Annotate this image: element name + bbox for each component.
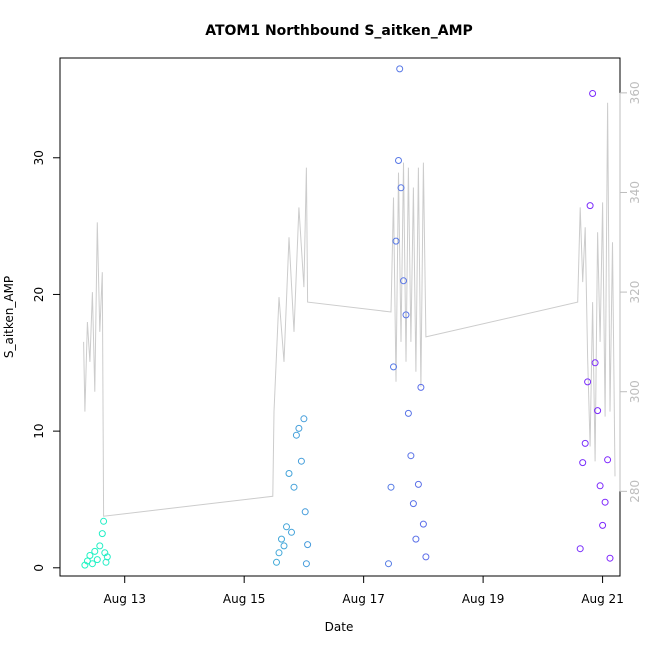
data-point xyxy=(591,359,599,367)
data-point xyxy=(86,552,94,559)
point-series xyxy=(81,65,614,569)
x-axis: Aug 13 Aug 15 Aug 17 Aug 19 Aug 21 xyxy=(103,575,624,606)
data-point xyxy=(283,523,290,531)
right-axis-line-path xyxy=(83,102,616,517)
plot-frame xyxy=(59,57,621,577)
x-tick-label: Aug 19 xyxy=(462,592,505,606)
right-tick-label: 280 xyxy=(628,480,642,503)
data-point xyxy=(273,558,280,566)
y-axis-label: S_aitken_AMP xyxy=(2,276,16,358)
data-point xyxy=(576,545,584,553)
data-point xyxy=(396,65,404,73)
data-point xyxy=(414,480,422,488)
x-axis-label: Date xyxy=(325,620,354,634)
data-point xyxy=(91,547,99,555)
y-tick-label: 0 xyxy=(32,564,46,572)
data-point xyxy=(594,407,602,415)
data-point xyxy=(295,424,303,432)
data-point xyxy=(404,409,412,417)
y-tick-label: 10 xyxy=(32,423,46,438)
data-point xyxy=(579,459,587,467)
data-point xyxy=(304,541,312,549)
data-point xyxy=(584,378,592,386)
data-point xyxy=(280,542,288,550)
data-point xyxy=(297,457,305,465)
chart-title: ATOM1 Northbound S_aitken_AMP xyxy=(205,23,473,39)
data-point xyxy=(412,535,420,543)
right-tick-label: 340 xyxy=(628,181,642,204)
y-tick-label: 30 xyxy=(32,150,46,165)
y-tick-label: 20 xyxy=(32,287,46,302)
y-axis: 0 10 20 30 xyxy=(32,150,61,572)
data-point xyxy=(275,549,283,557)
data-point xyxy=(599,521,607,529)
data-point xyxy=(601,498,609,506)
x-tick-label: Aug 13 xyxy=(103,592,146,606)
data-point xyxy=(288,528,295,536)
x-tick-label: Aug 21 xyxy=(581,592,624,606)
data-point xyxy=(290,483,298,491)
data-point xyxy=(422,553,430,561)
data-point xyxy=(407,452,415,460)
data-point xyxy=(100,517,108,525)
data-point xyxy=(400,277,407,285)
data-point xyxy=(103,553,111,561)
right-axis: 280 300 320 340 360 xyxy=(619,81,642,503)
right-tick-label: 360 xyxy=(628,81,642,104)
data-point xyxy=(419,520,427,528)
data-point xyxy=(409,500,417,508)
data-point xyxy=(390,363,397,371)
data-point xyxy=(88,560,96,568)
data-point xyxy=(96,542,104,550)
data-point xyxy=(581,439,589,447)
data-point xyxy=(300,415,308,423)
data-point xyxy=(292,431,300,439)
data-point xyxy=(397,184,405,192)
data-point xyxy=(98,530,106,538)
data-point xyxy=(302,560,310,568)
data-point xyxy=(385,560,392,568)
x-tick-label: Aug 15 xyxy=(223,592,266,606)
data-point xyxy=(285,470,293,477)
line-series xyxy=(83,102,616,517)
data-point xyxy=(387,483,395,491)
data-point xyxy=(589,90,597,97)
right-tick-label: 300 xyxy=(628,380,642,403)
data-point xyxy=(417,383,425,391)
data-point xyxy=(278,535,285,543)
data-point xyxy=(392,237,400,245)
data-point xyxy=(596,482,604,490)
data-point xyxy=(395,157,402,164)
data-point xyxy=(604,456,612,464)
x-tick-label: Aug 17 xyxy=(342,592,385,606)
data-point xyxy=(93,556,101,564)
right-tick-label: 320 xyxy=(628,281,642,304)
data-point xyxy=(586,202,594,210)
data-point xyxy=(402,311,410,319)
data-point xyxy=(301,508,309,516)
data-point xyxy=(606,554,614,562)
